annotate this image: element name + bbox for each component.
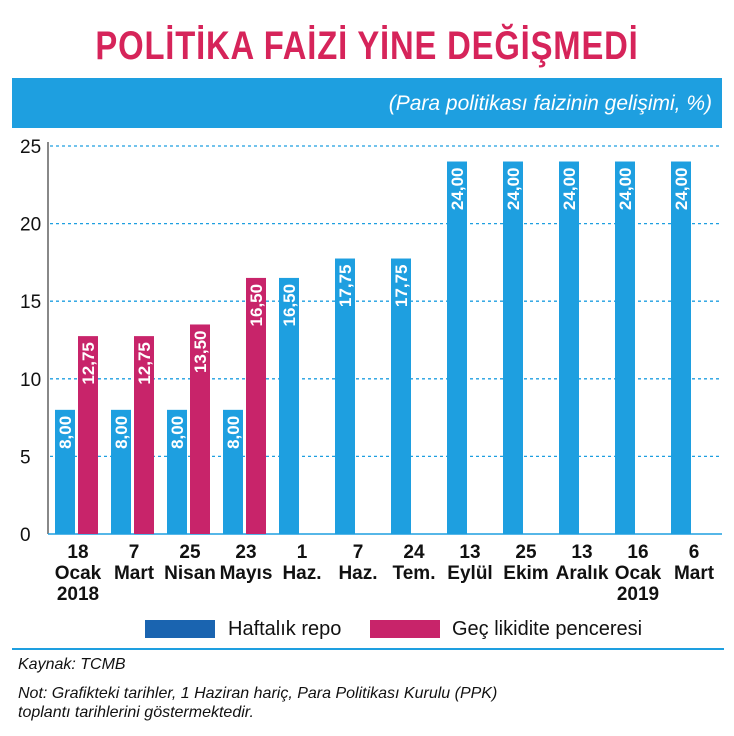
bar-chart: 05101520258,0012,7518Ocak20188,0012,757M… xyxy=(20,137,722,605)
data-label-haftalik-repo: 8,00 xyxy=(224,416,243,449)
y-tick-label: 20 xyxy=(20,215,41,236)
data-label-haftalik-repo: 24,00 xyxy=(616,168,635,211)
x-tick-label: 24 xyxy=(403,542,425,563)
note-line-2: toplantı tarihlerini göstermektedir. xyxy=(18,704,254,721)
data-label-haftalik-repo: 16,50 xyxy=(280,284,299,327)
x-tick-label: Haz. xyxy=(338,563,377,584)
bar-haftalik-repo xyxy=(671,161,691,534)
bar-haftalik-repo xyxy=(447,161,467,534)
chart-subtitle: (Para politikası faizinin gelişimi, %) xyxy=(388,92,712,115)
x-tick-label: 25 xyxy=(515,542,537,563)
y-tick-label: 25 xyxy=(20,137,41,158)
x-tick-label: 25 xyxy=(179,542,201,563)
x-tick-label: 7 xyxy=(353,542,364,563)
bar-haftalik-repo xyxy=(167,409,187,534)
x-tick-label: Haz. xyxy=(282,563,321,584)
x-tick-label: Aralık xyxy=(556,563,609,584)
x-tick-label: Eylül xyxy=(447,563,492,584)
note-line-1: Not: Grafikteki tarihler, 1 Haziran hari… xyxy=(18,685,498,702)
subtitle-band xyxy=(12,78,722,128)
bar-haftalik-repo xyxy=(55,409,75,534)
bar-haftalik-repo xyxy=(223,409,243,534)
x-tick-label: 16 xyxy=(627,542,648,563)
bar-gec-likidite xyxy=(78,336,98,534)
data-label-gec-likidite: 12,75 xyxy=(135,342,154,385)
data-label-haftalik-repo: 24,00 xyxy=(504,168,523,211)
data-label-gec-likidite: 12,75 xyxy=(79,342,98,385)
data-label-haftalik-repo: 8,00 xyxy=(56,416,75,449)
data-label-haftalik-repo: 24,00 xyxy=(672,168,691,211)
x-tick-label: 2019 xyxy=(617,584,659,605)
bar-gec-likidite xyxy=(134,336,154,534)
x-tick-label: Ekim xyxy=(503,563,548,584)
data-label-gec-likidite: 13,50 xyxy=(191,330,210,373)
legend-label-haftalik-repo: Haftalık repo xyxy=(228,618,342,640)
x-tick-label: 18 xyxy=(67,542,88,563)
data-label-haftalik-repo: 24,00 xyxy=(448,168,467,211)
data-label-gec-likidite: 16,50 xyxy=(247,284,266,327)
x-tick-label: 7 xyxy=(129,542,140,563)
bar-haftalik-repo xyxy=(503,161,523,534)
data-label-haftalik-repo: 8,00 xyxy=(112,416,131,449)
bar-gec-likidite xyxy=(190,324,210,534)
x-tick-label: Ocak xyxy=(55,563,102,584)
y-tick-label: 0 xyxy=(20,525,31,546)
legend-swatch-gec-likidite xyxy=(370,620,440,638)
source-text: Kaynak: TCMB xyxy=(18,656,126,673)
x-tick-label: Nisan xyxy=(164,563,216,584)
x-tick-label: 6 xyxy=(689,542,700,563)
data-label-haftalik-repo: 17,75 xyxy=(392,265,411,308)
x-tick-label: 13 xyxy=(459,542,480,563)
y-tick-label: 10 xyxy=(20,370,41,391)
data-label-haftalik-repo: 24,00 xyxy=(560,168,579,211)
y-tick-label: 5 xyxy=(20,447,31,468)
bar-haftalik-repo xyxy=(111,409,131,534)
bar-haftalik-repo xyxy=(279,277,299,534)
bar-gec-likidite xyxy=(246,277,266,534)
chart-title: POLİTİKA FAİZİ YİNE DEĞİŞMEDİ xyxy=(95,24,639,68)
legend-label-gec-likidite: Geç likidite penceresi xyxy=(452,618,643,640)
x-tick-label: Mart xyxy=(674,563,715,584)
bar-haftalik-repo xyxy=(335,258,355,534)
x-tick-label: 23 xyxy=(235,542,256,563)
bar-haftalik-repo xyxy=(391,258,411,534)
note-text: Not: Grafikteki tarihler, 1 Haziran hari… xyxy=(18,684,718,722)
x-tick-label: 13 xyxy=(571,542,592,563)
footer-divider xyxy=(12,648,724,650)
legend-swatch-haftalik-repo xyxy=(145,620,215,638)
x-tick-label: 2018 xyxy=(57,584,99,605)
x-tick-label: Tem. xyxy=(393,563,436,584)
x-tick-label: 1 xyxy=(297,542,308,563)
bar-haftalik-repo xyxy=(615,161,635,534)
data-label-haftalik-repo: 17,75 xyxy=(336,265,355,308)
x-tick-label: Ocak xyxy=(615,563,662,584)
x-tick-label: Mart xyxy=(114,563,155,584)
y-tick-label: 15 xyxy=(20,292,41,313)
x-tick-label: Mayıs xyxy=(220,563,273,584)
data-label-haftalik-repo: 8,00 xyxy=(168,416,187,449)
bar-haftalik-repo xyxy=(559,161,579,534)
